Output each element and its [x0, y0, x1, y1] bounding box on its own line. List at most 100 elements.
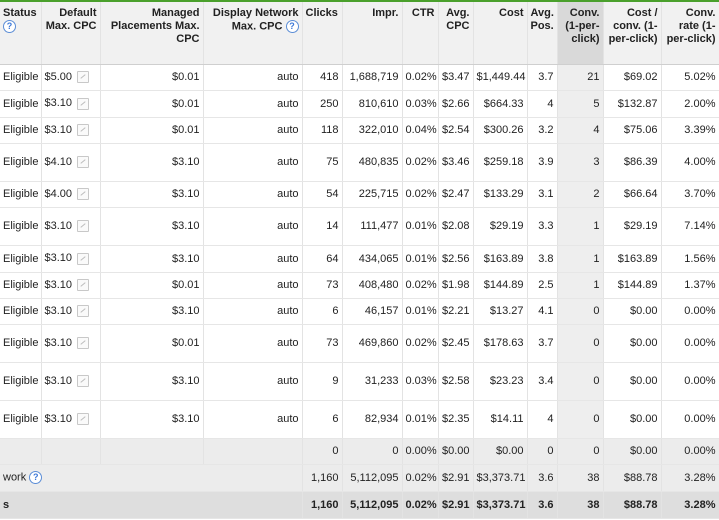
help-icon[interactable]: ? [3, 20, 16, 33]
table-row[interactable]: Eligible $3.10 $0.01 auto 250 810,610 0.03% $2.… [0, 90, 719, 118]
cell-impr: 810,610 [342, 90, 403, 118]
edit-bid-icon[interactable] [77, 413, 90, 426]
cell-clicks: 9 [302, 362, 343, 401]
col-status[interactable]: Status? [0, 2, 42, 65]
cpc-value: $4.00 [44, 187, 73, 200]
table-row[interactable]: Eligible $5.00 $0.01 auto 418 1,688,719 0.02% $… [0, 64, 719, 91]
cell-default-max-cpc[interactable]: $3.10 [41, 362, 101, 401]
cell-conv-rate: 0.00% [661, 298, 719, 325]
help-icon[interactable]: ? [285, 20, 299, 33]
cell-avg-cpc: $2.45 [438, 324, 474, 363]
col-cost-per-conv[interactable]: Cost / conv. (1-per-click) [603, 2, 662, 65]
cell-clicks: 73 [302, 272, 343, 299]
table-row[interactable]: Eligible $3.10 $3.10 auto 6 46,157 0.01% $2.21 $… [0, 298, 719, 325]
col-cost[interactable]: Cost [473, 2, 528, 65]
col-display-network[interactable]: Display Network Max. CPC ? [203, 2, 303, 65]
total-cost: $3,373.71 [473, 491, 528, 519]
cell-conv: 1 [557, 272, 604, 299]
cell-ctr: 0.02% [402, 324, 439, 363]
cell-cost: $29.19 [473, 207, 528, 246]
edit-bid-icon[interactable] [77, 375, 90, 388]
table-row[interactable]: Eligible $4.10 $3.10 auto 75 480,835 0.02% $3.4… [0, 143, 719, 182]
cell-conv-rate: 7.14% [661, 207, 719, 246]
cell-clicks: 54 [302, 181, 343, 208]
total-conv-rate: 0.00% [661, 438, 719, 465]
col-clicks[interactable]: Clicks [302, 2, 343, 65]
cell-clicks: 418 [302, 64, 343, 91]
cell-clicks: 14 [302, 207, 343, 246]
cell-display-network: auto [203, 324, 303, 363]
cell-default-max-cpc[interactable]: $3.10 [41, 245, 101, 273]
cell-status: Eligible [0, 90, 42, 118]
total-avg-cpc: $2.91 [438, 464, 474, 492]
cell-avg-pos: 3.7 [527, 324, 558, 363]
cell-ctr: 0.02% [402, 64, 439, 91]
col-ctr[interactable]: CTR [402, 2, 439, 65]
col-conv-rate[interactable]: Conv. rate (1-per-click) [661, 2, 719, 65]
edit-bid-icon[interactable] [77, 279, 90, 292]
edit-bid-icon[interactable] [77, 124, 90, 137]
table-row[interactable]: Eligible $3.10 $3.10 auto 14 111,477 0.01% $2.0… [0, 207, 719, 246]
table-row[interactable]: Eligible $3.10 $3.10 auto 64 434,065 0.01% $2.5… [0, 245, 719, 273]
cpc-value: $3.10 [44, 336, 73, 349]
cell-default-max-cpc[interactable]: $3.10 [41, 400, 101, 439]
cell-display-network: auto [203, 400, 303, 439]
col-avg-pos[interactable]: Avg. Pos. [527, 2, 558, 65]
cell-avg-pos: 4 [527, 90, 558, 118]
total-conv-rate: 3.28% [661, 491, 719, 519]
edit-bid-icon[interactable] [77, 337, 90, 350]
cell-default-max-cpc[interactable]: $3.10 [41, 272, 101, 299]
cell-ctr: 0.03% [402, 90, 439, 118]
cell-ctr: 0.01% [402, 245, 439, 273]
edit-bid-icon[interactable] [77, 305, 90, 318]
total-avg-pos: 3.6 [527, 491, 558, 519]
edit-bid-icon[interactable] [77, 188, 90, 201]
cell-display-network: auto [203, 245, 303, 273]
cell-avg-pos: 3.3 [527, 207, 558, 246]
edit-bid-icon[interactable] [77, 71, 90, 84]
total-ctr: 0.02% [402, 491, 439, 519]
total-row-network: work ? 1,160 5,112,095 0.02% $2.91 $3,37… [0, 464, 719, 492]
edit-bid-icon[interactable] [77, 97, 90, 110]
total-clicks: 1,160 [302, 491, 343, 519]
col-impr[interactable]: Impr. [342, 2, 403, 65]
table-row[interactable]: Eligible $4.00 $3.10 auto 54 225,715 0.02% $2.4… [0, 181, 719, 208]
cell-default-max-cpc[interactable]: $4.10 [41, 143, 101, 182]
cell-cost-per-conv: $144.89 [603, 272, 662, 299]
cell-default-max-cpc[interactable]: $5.00 [41, 64, 101, 91]
edit-bid-icon[interactable] [77, 252, 90, 265]
edit-bid-icon[interactable] [77, 220, 90, 233]
total-row-blank: 0 0 0.00% $0.00 $0.00 0 0 $0.00 0.00% [0, 438, 719, 465]
cell-clicks: 250 [302, 90, 343, 118]
table-row[interactable]: Eligible $3.10 $0.01 auto 73 408,480 0.02% $1.9… [0, 272, 719, 299]
cell-default-max-cpc[interactable]: $3.10 [41, 324, 101, 363]
cell-avg-pos: 3.4 [527, 362, 558, 401]
cell-default-max-cpc[interactable]: $3.10 [41, 207, 101, 246]
cell-cost-per-conv: $69.02 [603, 64, 662, 91]
cell-default-max-cpc[interactable]: $3.10 [41, 117, 101, 144]
table-row[interactable]: Eligible $3.10 $0.01 auto 73 469,860 0.02% $2.4… [0, 324, 719, 363]
col-avg-cpc[interactable]: Avg. CPC [438, 2, 474, 65]
table-row[interactable]: Eligible $3.10 $3.10 auto 6 82,934 0.01% $2.35 $… [0, 400, 719, 439]
cell-conv-rate: 0.00% [661, 362, 719, 401]
cell-managed-placements: $3.10 [100, 181, 204, 208]
table-row[interactable]: Eligible $3.10 $3.10 auto 9 31,233 0.03% $2.58 $… [0, 362, 719, 401]
cell-cost-per-conv: $86.39 [603, 143, 662, 182]
cell-cost-per-conv: $0.00 [603, 362, 662, 401]
cell-default-max-cpc[interactable]: $3.10 [41, 298, 101, 325]
cell-conv: 5 [557, 90, 604, 118]
cell-managed-placements: $0.01 [100, 90, 204, 118]
cell-cost: $300.26 [473, 117, 528, 144]
cell-cost: $178.63 [473, 324, 528, 363]
help-icon[interactable]: ? [29, 471, 43, 484]
table-row[interactable]: Eligible $3.10 $0.01 auto 118 322,010 0.04% $2.… [0, 117, 719, 144]
col-conv[interactable]: Conv. (1-per-click) [557, 2, 604, 65]
cell-default-max-cpc[interactable]: $3.10 [41, 90, 101, 118]
col-default-max-cpc[interactable]: Default Max. CPC [41, 2, 101, 65]
cell-cost-per-conv: $0.00 [603, 324, 662, 363]
cell-avg-cpc: $2.21 [438, 298, 474, 325]
cell-default-max-cpc[interactable]: $4.00 [41, 181, 101, 208]
edit-bid-icon[interactable] [77, 156, 90, 169]
col-managed-placements[interactable]: Managed Placements Max. CPC [100, 2, 204, 65]
